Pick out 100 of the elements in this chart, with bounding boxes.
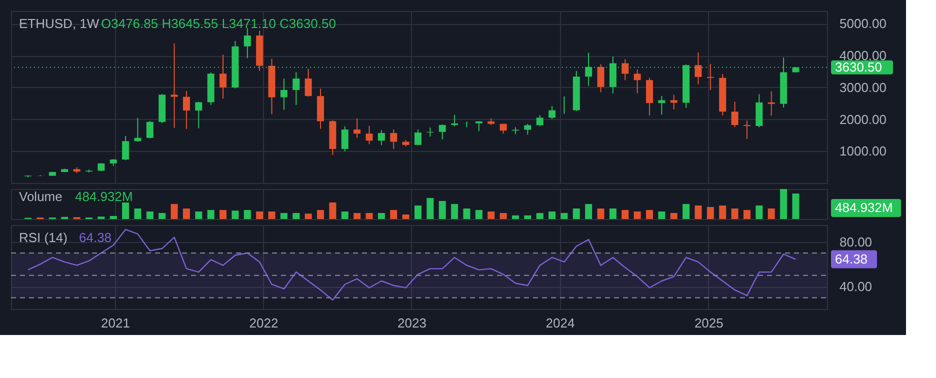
candlestick (475, 120, 482, 132)
annotation: 64.38 (79, 230, 112, 245)
candlestick (451, 114, 458, 127)
bar (658, 212, 666, 219)
annotation: 484.932M (75, 189, 133, 204)
bar (317, 210, 324, 219)
bar (609, 208, 616, 219)
candlestick (146, 120, 154, 139)
bar (329, 202, 336, 219)
candlestick (378, 130, 385, 146)
bar (182, 208, 190, 219)
bar (170, 204, 178, 219)
candlestick (634, 69, 641, 94)
bar (731, 208, 738, 219)
candlestick (548, 105, 556, 120)
bar (134, 208, 142, 219)
y-tick-label: 5000.00 (840, 16, 886, 32)
candlestick (524, 123, 532, 136)
candlestick (622, 58, 629, 81)
candlestick (304, 68, 312, 98)
candlestick (244, 27, 251, 59)
bar (280, 213, 288, 219)
y-tick-label: 1000.00 (840, 144, 886, 159)
candlestick (743, 120, 750, 140)
annotation: O3476.85 H3645.55 L3471.10 C3630.50 (101, 16, 336, 31)
bar (670, 213, 678, 219)
bar (719, 206, 726, 219)
candlestick (768, 90, 775, 116)
bar (792, 194, 800, 219)
bar (682, 204, 690, 219)
candlestick (354, 118, 361, 138)
bar (780, 189, 788, 219)
bar (268, 212, 276, 219)
candlestick (658, 96, 666, 116)
bar (451, 204, 458, 219)
bar (304, 214, 312, 219)
candlestick (756, 94, 763, 128)
candlestick (170, 42, 178, 128)
bar (597, 208, 604, 219)
x-tick-label: 2022 (249, 316, 278, 330)
candlestick (220, 54, 227, 100)
candlestick (646, 77, 654, 116)
candlestick (292, 72, 300, 106)
candlestick (597, 64, 604, 93)
candlestick (280, 78, 288, 110)
bar (694, 206, 702, 219)
y-tick-label: 40.00 (840, 279, 872, 294)
y-tick-label: 2000.00 (840, 112, 886, 127)
candlestick (731, 101, 738, 128)
bar (122, 202, 130, 219)
bar (585, 204, 592, 219)
bar (500, 213, 507, 219)
candlestick (414, 128, 422, 146)
bar (524, 215, 532, 219)
bar (560, 213, 568, 219)
bar (146, 212, 154, 219)
bar (378, 213, 385, 219)
bar (646, 210, 654, 219)
candlestick (390, 128, 398, 150)
bar (572, 208, 580, 219)
bar (706, 207, 714, 219)
bar (354, 213, 361, 219)
bar (110, 216, 117, 219)
bar (512, 215, 519, 219)
candlestick (706, 63, 714, 90)
bar (366, 213, 373, 219)
candlestick (536, 114, 544, 127)
text: 64.38 (835, 251, 868, 266)
x-tick-label: 2024 (546, 316, 575, 330)
bar (768, 208, 775, 219)
chart-title: RSI (14) (19, 230, 68, 245)
bar (622, 210, 629, 219)
chart-title: Volume (19, 189, 62, 204)
bar (536, 213, 544, 219)
bar (390, 210, 398, 219)
candlestick (182, 90, 190, 130)
candlestick (134, 118, 142, 142)
bar (488, 212, 495, 219)
bar (244, 210, 251, 219)
bar (414, 206, 422, 219)
candlestick (438, 124, 446, 140)
bar (463, 208, 470, 219)
bar (402, 214, 410, 219)
bar (232, 210, 239, 219)
text: 484.932M (835, 200, 893, 215)
bar (158, 213, 166, 219)
bar (548, 212, 556, 219)
candlestick (341, 126, 348, 152)
x-tick-label: 2021 (101, 316, 130, 330)
candlestick (122, 136, 130, 161)
bar (475, 210, 482, 219)
bar (195, 212, 202, 219)
candlestick (670, 94, 678, 110)
candlestick (195, 101, 202, 129)
bar (634, 212, 641, 219)
x-tick-label: 2023 (398, 316, 426, 330)
bar (756, 206, 763, 219)
bar (292, 213, 300, 219)
candlestick (366, 125, 373, 145)
bar (438, 201, 446, 219)
